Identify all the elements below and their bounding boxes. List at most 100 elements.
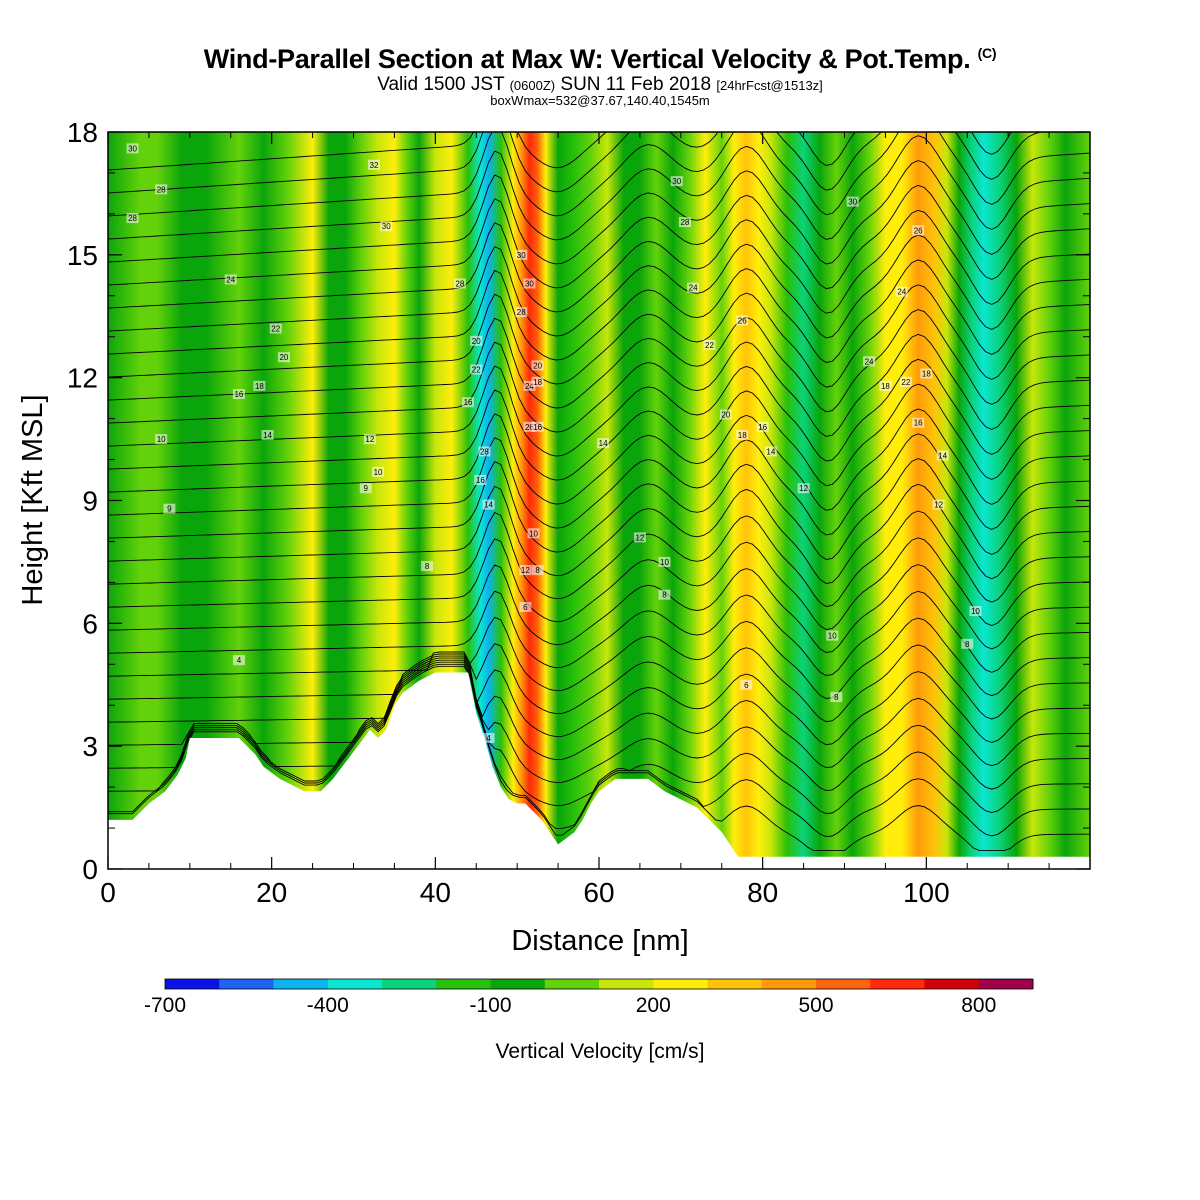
theta-label: 18: [253, 380, 266, 391]
theta-label-text: 14: [484, 501, 493, 510]
theta-label-text: 16: [533, 423, 542, 432]
colorbar-tick-label: 800: [961, 994, 996, 1017]
theta-label-text: 18: [738, 431, 747, 440]
vertical-velocity-field: 30 28 28 24 22 20 18 16 10 14 12 10 9 9 8 4 32 30 28 30 30 28…: [108, 132, 1090, 869]
x-tick-label: 60: [583, 877, 614, 908]
colorbar-swatch: [653, 979, 708, 989]
theta-label: 9: [163, 503, 176, 514]
theta-label: 26: [523, 421, 536, 432]
theta-label-bg: [523, 278, 536, 289]
theta-contour-line: [108, 537, 1090, 630]
theta-contour-line: [108, 663, 1090, 838]
theta-label-text: 10: [374, 468, 383, 477]
theta-label: 12: [633, 532, 646, 543]
theta-label-bg: [163, 503, 176, 514]
theta-label-text: 22: [901, 378, 910, 387]
theta-label-text: 10: [828, 632, 837, 641]
theta-label-text: 28: [480, 447, 489, 456]
theta-label: 9: [359, 483, 372, 494]
theta-label-bg: [474, 475, 487, 486]
theta-label: 10: [658, 556, 671, 567]
theta-label: 30: [846, 196, 859, 207]
theta-label-text: 18: [881, 382, 890, 391]
theta-label-text: 10: [971, 607, 980, 616]
colorbar-label: Vertical Velocity [cm/s]: [496, 1040, 705, 1063]
theta-label: 24: [863, 356, 876, 367]
theta-label: 16: [462, 397, 475, 408]
theta-label-text: 30: [517, 251, 526, 260]
theta-label-text: 14: [599, 439, 608, 448]
theta-label-bg: [523, 421, 536, 432]
theta-label-bg: [224, 274, 237, 285]
theta-label-text: 4: [486, 734, 491, 743]
theta-label-text: 20: [533, 361, 542, 370]
theta-label: 30: [515, 249, 528, 260]
colorbar-swatch: [327, 979, 383, 989]
theta-label-text: 30: [525, 279, 534, 288]
theta-label-bg: [797, 483, 810, 494]
theta-label-bg: [531, 421, 544, 432]
theta-label: 16: [756, 421, 769, 432]
theta-label-text: 4: [237, 656, 242, 665]
theta-label-bg: [920, 368, 933, 379]
theta-label-bg: [912, 225, 925, 236]
theta-contour-line: [108, 458, 1090, 560]
theta-label-bg: [531, 360, 544, 371]
theta-label-text: 24: [226, 275, 235, 284]
theta-contour-line: [108, 661, 1090, 815]
theta-label: 12: [932, 499, 945, 510]
theta-label-bg: [155, 434, 168, 445]
theta-label: 28: [515, 307, 528, 318]
colorbar-swatch: [816, 979, 871, 989]
theta-label-text: 16: [476, 476, 485, 485]
theta-label-text: 32: [370, 161, 379, 170]
theta-label-text: 18: [255, 382, 264, 391]
colorbar-swatch: [382, 979, 437, 989]
theta-label: 10: [527, 528, 540, 539]
terrain-mask: [108, 672, 1090, 869]
theta-label: 4: [482, 732, 495, 743]
theta-label-bg: [961, 638, 974, 649]
theta-label-bg: [126, 143, 139, 154]
theta-label-text: 26: [914, 226, 923, 235]
theta-label-bg: [363, 434, 376, 445]
theta-label-bg: [703, 339, 716, 350]
colorbar-swatch: [490, 979, 546, 989]
theta-label-bg: [912, 417, 925, 428]
theta-label-bg: [936, 450, 949, 461]
theta-label: 26: [736, 315, 749, 326]
colorbar-swatch: [870, 979, 925, 989]
theta-label: 14: [597, 438, 610, 449]
theta-contour-line: [108, 333, 1090, 437]
theta-label-text: 18: [922, 370, 931, 379]
theta-label: 12: [797, 483, 810, 494]
valid-forecast: [24hrFcst@1513z]: [716, 78, 823, 93]
theta-label: 10: [826, 630, 839, 641]
theta-contour-line: [108, 184, 1090, 290]
colorbar-swatch: [707, 979, 763, 989]
colorbar-tick-label: -400: [307, 994, 349, 1017]
theta-label-bg: [736, 315, 749, 326]
theta-label: 14: [936, 450, 949, 461]
theta-label: 10: [155, 434, 168, 445]
colorbar-swatch: [165, 979, 220, 989]
colorbar-swatch: [599, 979, 654, 989]
theta-label-text: 8: [834, 693, 839, 702]
theta-label-text: 30: [382, 222, 391, 231]
theta-label: 30: [126, 143, 139, 154]
theta-label: 30: [523, 278, 536, 289]
theta-label-text: 16: [464, 398, 473, 407]
colorbar-tick-label: 200: [636, 994, 671, 1017]
theta-label: 22: [269, 323, 282, 334]
theta-label-bg: [155, 184, 168, 195]
theta-contour-line: [108, 643, 1090, 723]
theta-label-text: 20: [472, 337, 481, 346]
theta-label: 20: [470, 335, 483, 346]
theta-contour-line: [108, 665, 1090, 852]
theta-label: 10: [372, 466, 385, 477]
theta-label-bg: [515, 307, 528, 318]
theta-contour-line: [108, 483, 1090, 584]
theta-label: 28: [678, 217, 691, 228]
theta-label-bg: [421, 561, 434, 572]
theta-label-bg: [969, 606, 982, 617]
